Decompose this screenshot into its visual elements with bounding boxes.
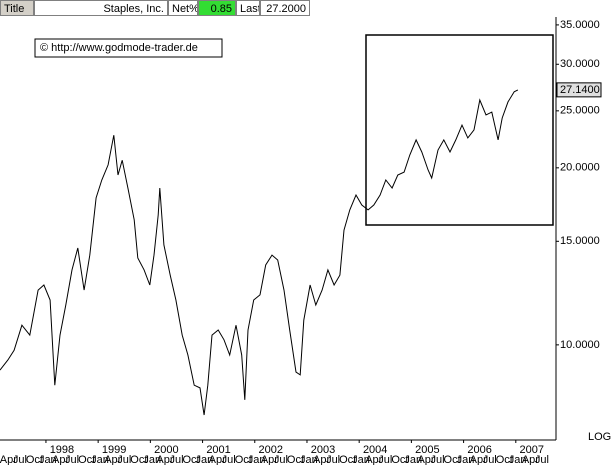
month-label: Jan [457,454,475,465]
month-label: Apr [470,454,487,465]
header-last-value: 27.2000 [260,0,310,16]
month-label: Oct [26,454,43,465]
x-tick-label: 2005 [415,444,439,456]
header-last-label: Last [236,0,260,16]
y-tick-label: 15.0000 [560,235,600,247]
month-label: Apr [156,454,173,465]
month-label: Jan [300,454,318,465]
annotation-box [34,38,223,58]
y-tick-label: 20.0000 [560,162,600,174]
month-label: Oct [183,454,200,465]
month-label: Jan [248,454,266,465]
month-label: Jul [117,454,131,465]
month-label: Jan [91,454,109,465]
month-label: Jul [169,454,183,465]
y-tick-label: 35.0000 [560,19,600,31]
month-label: Jul [430,454,444,465]
month-label: Oct [130,454,147,465]
last-value-box [556,82,602,98]
month-label: Apr [104,454,121,465]
x-tick-label: 2004 [363,444,387,456]
month-label: Apr [261,454,278,465]
month-label: Jan [196,454,214,465]
annotation: © http://www.godmode-trader.de [40,42,198,54]
month-label: Apr [522,454,539,465]
month-label: Jul [326,454,340,465]
month-label: Jul [222,454,236,465]
header-name: Staples, Inc. [34,0,168,16]
month-label: Jul [65,454,79,465]
month-label: Jul [13,454,27,465]
month-label: Oct [235,454,252,465]
y-tick-label: 30.0000 [560,58,600,70]
month-label: Apr [209,454,226,465]
month-label: Apr [313,454,330,465]
month-label: Jan [143,454,161,465]
month-label: Oct [496,454,513,465]
y-tick-label: 10.0000 [560,339,600,351]
month-label: Apr [0,454,17,465]
month-label: Jan [404,454,422,465]
header-net-label: Net% [168,0,198,16]
last-value-label: 27.1400 [560,84,600,96]
x-tick-label: 2006 [467,444,491,456]
x-tick-label: 1999 [102,444,126,456]
highlight-box [365,34,554,226]
x-tick-label: 2003 [311,444,335,456]
header-net-value: 0.85 [198,0,236,16]
month-label: Jan [39,454,57,465]
month-label: Oct [391,454,408,465]
month-label: Oct [78,454,95,465]
month-label: Oct [444,454,461,465]
x-tick-label: 2000 [154,444,178,456]
month-label: Jul [483,454,497,465]
month-label: Jan [509,454,527,465]
month-label: Apr [417,454,434,465]
month-label: Jul [378,454,392,465]
header-title-label: Title [0,0,34,16]
x-tick-label: 2002 [259,444,283,456]
month-label: Jan [352,454,370,465]
price-line [0,89,519,416]
month-label: Oct [339,454,356,465]
month-label: Jul [274,454,288,465]
x-tick-label: 2001 [206,444,230,456]
y-tick-label: 25.0000 [560,105,600,117]
month-label: Apr [365,454,382,465]
month-label: Jul [535,454,549,465]
x-tick-label: 2007 [520,444,544,456]
month-label: Apr [52,454,69,465]
scale-label: LOG [588,431,611,443]
month-label: Oct [287,454,304,465]
x-tick-label: 1998 [50,444,74,456]
